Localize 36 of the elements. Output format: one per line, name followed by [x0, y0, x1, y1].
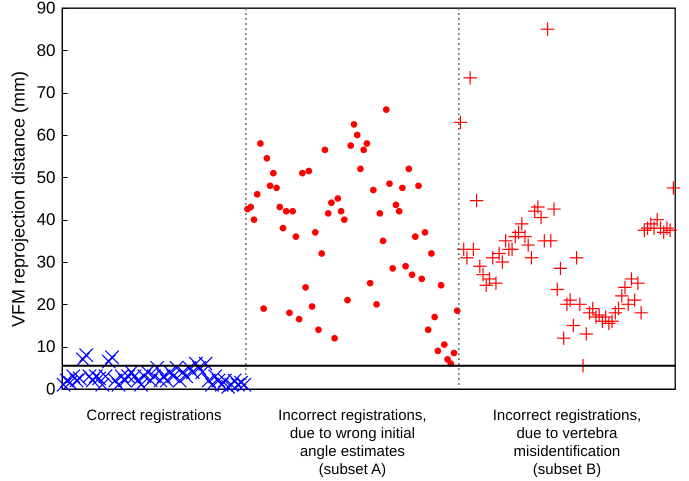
- y-tick-label: 10: [36, 337, 56, 356]
- point: [104, 350, 120, 365]
- y-tick-label: 60: [36, 126, 56, 144]
- text: Incorrect registrations, due to vertebra misidentification (subset B): [492, 407, 642, 478]
- point: [192, 360, 206, 376]
- y-tick-label: 80: [36, 40, 56, 60]
- y-tick-label: 70: [36, 83, 56, 102]
- point: [92, 371, 106, 386]
- y-tick-label: 50: [36, 168, 56, 187]
- point: [134, 377, 148, 392]
- point: [108, 373, 123, 388]
- text: Incorrect registrations, due to wrong initial angle estimates (subset A): [278, 407, 427, 478]
- point: [153, 373, 168, 388]
- text: Correct registrations: [86, 407, 222, 424]
- point: [188, 356, 204, 371]
- point: [208, 368, 223, 384]
- point: [56, 377, 71, 392]
- point: [234, 375, 248, 390]
- point: [156, 368, 171, 384]
- point: [198, 356, 213, 371]
- y-tick-label: 0: [46, 380, 56, 398]
- point: [78, 348, 94, 362]
- y-tick-label: 30: [36, 252, 56, 272]
- y-tick-label: 20: [36, 294, 56, 314]
- point: [185, 364, 200, 380]
- point: [220, 380, 236, 394]
- y-tick-label: 40: [36, 210, 56, 230]
- point: [88, 368, 104, 384]
- point: [150, 360, 164, 376]
- point: [146, 368, 162, 384]
- point: [101, 354, 116, 369]
- point: [195, 364, 210, 380]
- y-axis-title: VFM reprojection distance (mm): [8, 70, 29, 328]
- point: [204, 377, 220, 392]
- point: [62, 375, 78, 390]
- y-tick-label: 90: [36, 0, 56, 18]
